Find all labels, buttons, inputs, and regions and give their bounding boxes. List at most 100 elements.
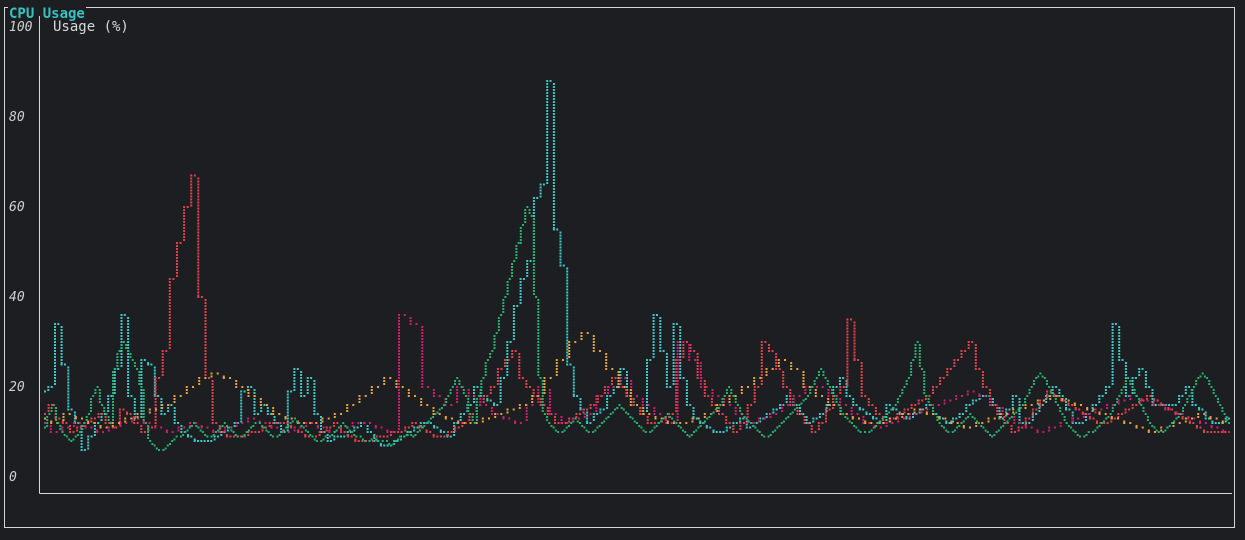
data-point xyxy=(340,426,342,429)
data-point xyxy=(918,362,921,364)
data-point xyxy=(206,435,209,438)
data-point xyxy=(676,410,679,412)
data-point xyxy=(559,231,562,234)
data-point xyxy=(552,143,555,145)
data-point xyxy=(151,426,153,429)
data-point xyxy=(204,323,207,325)
data-point xyxy=(419,425,422,427)
data-point xyxy=(1162,431,1165,433)
data-point xyxy=(798,404,801,406)
data-point xyxy=(522,278,525,280)
data-point xyxy=(895,417,897,420)
data-point xyxy=(659,332,662,334)
data-point xyxy=(90,435,93,438)
data-point xyxy=(386,429,389,432)
data-point xyxy=(633,420,636,423)
data-point xyxy=(414,434,417,436)
data-point xyxy=(83,425,86,427)
data-point xyxy=(197,207,200,210)
data-point xyxy=(685,404,688,406)
data-point xyxy=(1187,417,1190,420)
data-point xyxy=(846,357,849,360)
data-point xyxy=(813,383,816,385)
data-point xyxy=(1118,359,1121,361)
data-point xyxy=(566,300,569,303)
data-point xyxy=(469,413,472,415)
data-point xyxy=(710,398,713,400)
data-point xyxy=(44,426,46,429)
data-point xyxy=(572,372,575,375)
data-point xyxy=(55,431,58,433)
data-point xyxy=(541,380,544,382)
data-point xyxy=(439,429,442,432)
data-point xyxy=(629,404,632,406)
data-point xyxy=(675,383,678,385)
data-point xyxy=(679,356,682,358)
data-point xyxy=(1043,377,1046,379)
data-point xyxy=(955,395,958,397)
data-point xyxy=(158,449,160,451)
data-point xyxy=(676,401,679,403)
data-point xyxy=(675,410,678,412)
data-point xyxy=(153,381,156,384)
data-point xyxy=(955,417,958,420)
data-point xyxy=(515,245,518,247)
data-point xyxy=(136,416,139,418)
data-point xyxy=(1174,413,1177,415)
data-point xyxy=(723,398,726,400)
data-point xyxy=(1224,420,1227,423)
data-point xyxy=(457,426,460,429)
data-point xyxy=(1210,431,1213,433)
data-point xyxy=(688,350,691,352)
data-point xyxy=(154,425,157,427)
data-point xyxy=(650,422,653,424)
data-point xyxy=(679,335,682,337)
data-point xyxy=(688,344,691,346)
data-point xyxy=(502,308,505,310)
data-point xyxy=(832,401,835,403)
data-point xyxy=(676,419,679,421)
data-point xyxy=(1131,404,1134,406)
data-point xyxy=(896,401,899,403)
data-point xyxy=(1030,426,1033,429)
data-point xyxy=(732,422,735,424)
data-point xyxy=(226,426,229,429)
data-point xyxy=(147,428,150,430)
data-point xyxy=(129,353,132,355)
data-point xyxy=(1013,416,1016,418)
data-point xyxy=(693,431,695,433)
data-point xyxy=(296,420,299,423)
data-point xyxy=(1051,392,1054,394)
data-point xyxy=(100,416,103,418)
data-point xyxy=(197,282,200,285)
data-point xyxy=(752,422,755,424)
data-point xyxy=(1048,426,1051,429)
data-point xyxy=(398,407,400,409)
data-point xyxy=(47,407,50,409)
data-point xyxy=(114,368,117,370)
data-point xyxy=(659,329,662,331)
data-point xyxy=(1142,399,1145,402)
data-point xyxy=(397,431,400,433)
data-point xyxy=(846,333,849,336)
data-point xyxy=(1197,413,1200,415)
data-point xyxy=(168,326,171,328)
data-point xyxy=(789,395,792,397)
data-point xyxy=(286,426,289,429)
data-point xyxy=(51,404,54,406)
data-point xyxy=(500,314,503,316)
data-point xyxy=(1138,401,1141,403)
data-point xyxy=(839,404,842,406)
data-point xyxy=(552,161,555,163)
data-point xyxy=(1184,389,1187,391)
data-point xyxy=(1039,402,1041,405)
data-point xyxy=(112,377,114,379)
data-point xyxy=(313,413,316,415)
data-point xyxy=(728,398,731,400)
data-point xyxy=(846,378,849,381)
data-point xyxy=(958,425,961,427)
data-point xyxy=(642,407,645,409)
data-point xyxy=(366,428,369,430)
data-point xyxy=(676,356,679,358)
data-point xyxy=(282,431,284,433)
